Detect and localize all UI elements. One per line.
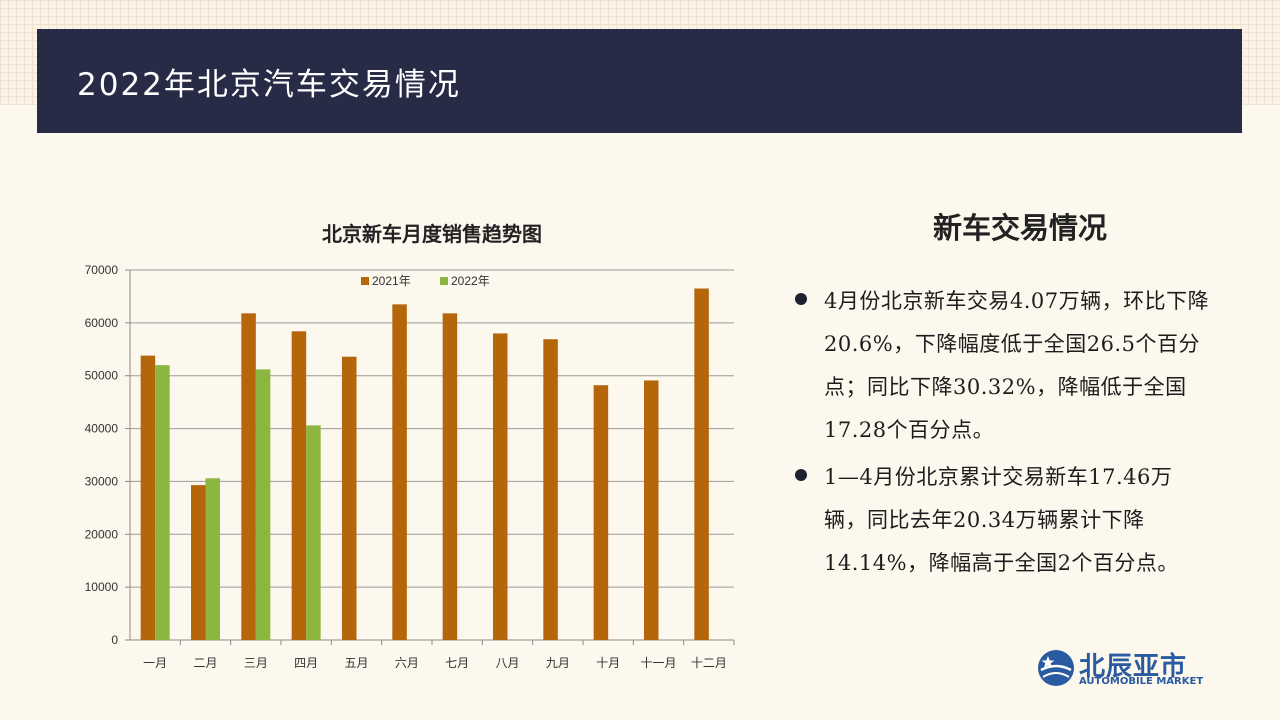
header-bar: 2022年北京汽车交易情况 — [37, 29, 1242, 133]
bar-2021 — [241, 313, 256, 640]
x-tick-label: 十一月 — [640, 656, 676, 670]
legend-swatch — [361, 277, 369, 285]
bullet-text: 1—4月份北京累计交易新车17.46万辆，同比去年20.34万辆累计下降14.1… — [824, 465, 1179, 575]
bar-2022 — [205, 478, 220, 640]
bar-2021 — [342, 356, 357, 640]
y-tick-label: 20000 — [85, 527, 119, 541]
legend-swatch — [440, 277, 448, 285]
page-title: 2022年北京汽车交易情况 — [77, 67, 461, 103]
bar-2021 — [543, 339, 558, 640]
logo-chinese-text: 北辰亚市 — [1079, 652, 1188, 682]
legend-label: 2022年 — [451, 274, 490, 288]
bullet-item: 1—4月份北京累计交易新车17.46万辆，同比去年20.34万辆累计下降14.1… — [795, 456, 1215, 585]
x-tick-label: 八月 — [495, 656, 519, 670]
bullet-text: 4月份北京新车交易4.07万辆，环比下降20.6%，下降幅度低于全国26.5个百… — [824, 289, 1210, 442]
sales-trend-chart: 北京新车月度销售趋势图 0 10000 20000 30000 40000 50000 600… — [85, 222, 735, 670]
y-tick-label: 10000 — [85, 580, 119, 594]
bar-2021 — [291, 331, 307, 640]
y-tick-label: 0 — [111, 633, 118, 647]
bar-2021 — [392, 304, 407, 640]
y-tick-label: 50000 — [85, 369, 119, 383]
logo-english-text: AUTOMOBILE MARKET — [1079, 676, 1204, 687]
bar-2021 — [694, 288, 709, 640]
bullet-dot-icon — [795, 293, 807, 305]
bar-2022 — [306, 425, 321, 640]
y-tick-label: 60000 — [85, 316, 119, 330]
x-tick-label: 十月 — [596, 656, 620, 670]
bar-2021 — [493, 333, 508, 640]
x-tick-label: 七月 — [445, 656, 469, 670]
bar-2021 — [191, 485, 206, 640]
x-tick-label: 一月 — [143, 656, 167, 670]
x-tick-label: 六月 — [395, 656, 419, 670]
legend-label: 2021年 — [372, 274, 411, 288]
bullet-list: 4月份北京新车交易4.07万辆，环比下降20.6%，下降幅度低于全国26.5个百… — [795, 280, 1215, 589]
panel-title: 新车交易情况 — [932, 211, 1107, 245]
bar-2021 — [140, 355, 156, 640]
bar-2022 — [255, 369, 271, 640]
chart-title: 北京新车月度销售趋势图 — [322, 222, 542, 246]
bar-2021 — [644, 380, 659, 640]
bullet-item: 4月份北京新车交易4.07万辆，环比下降20.6%，下降幅度低于全国26.5个百… — [795, 280, 1215, 452]
logo-globe-icon — [1038, 650, 1074, 686]
x-tick-label: 十二月 — [691, 656, 727, 670]
bar-2021 — [442, 313, 458, 640]
y-tick-label: 40000 — [85, 422, 119, 436]
y-tick-label: 30000 — [85, 474, 119, 488]
x-tick-label: 二月 — [193, 656, 217, 670]
bar-2022 — [155, 365, 170, 640]
company-logo: 北辰亚市 AUTOMOBILE MARKET — [1036, 648, 1211, 692]
x-tick-label: 四月 — [294, 656, 318, 670]
bullet-dot-icon — [795, 469, 807, 481]
x-tick-label: 九月 — [546, 656, 570, 670]
bar-2021 — [593, 385, 609, 640]
x-tick-label: 五月 — [344, 656, 368, 670]
x-tick-label: 三月 — [244, 656, 268, 670]
y-tick-label: 70000 — [85, 263, 119, 277]
